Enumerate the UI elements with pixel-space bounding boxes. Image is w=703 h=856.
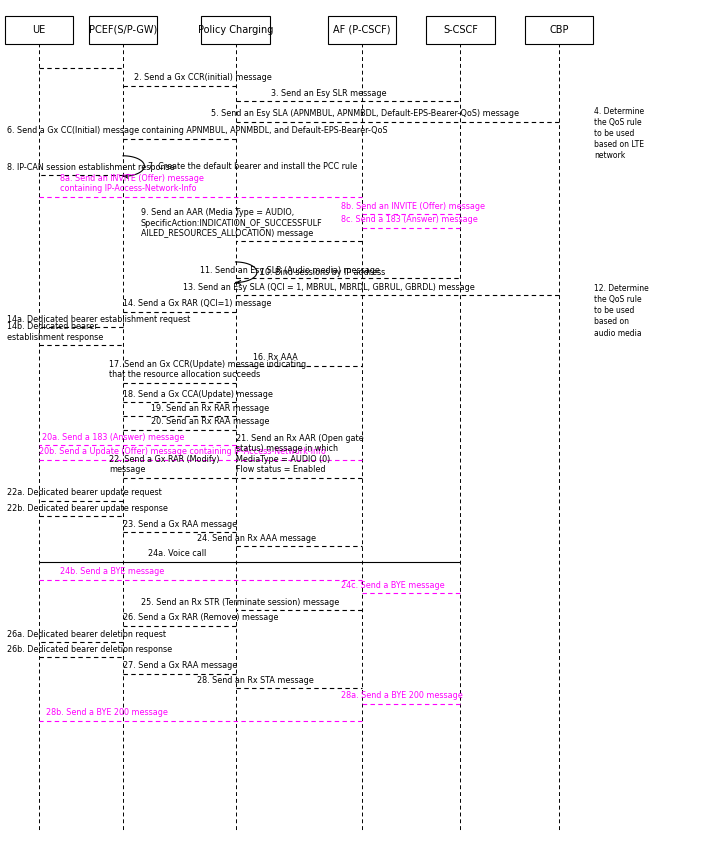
- Text: 28a. Send a BYE 200 message: 28a. Send a BYE 200 message: [341, 691, 463, 700]
- Text: 11. Send an Esy SLR (Audio media) message: 11. Send an Esy SLR (Audio media) messag…: [200, 265, 380, 275]
- Text: 8b. Send an INVITE (Offer) message: 8b. Send an INVITE (Offer) message: [341, 201, 485, 211]
- Text: 26. Send a Gx RAR (Remove) message: 26. Send a Gx RAR (Remove) message: [123, 613, 278, 622]
- Text: 20a. Send a 183 (Answer) message: 20a. Send a 183 (Answer) message: [42, 432, 185, 442]
- Text: PCEF(S/P-GW): PCEF(S/P-GW): [89, 25, 157, 35]
- Text: UE: UE: [32, 25, 45, 35]
- Text: S-CSCF: S-CSCF: [443, 25, 478, 35]
- Text: 8. IP-CAN session establishment response: 8. IP-CAN session establishment response: [7, 163, 174, 172]
- Text: 22. Send a Gx RAR (Modify)
message: 22. Send a Gx RAR (Modify) message: [109, 455, 219, 474]
- Text: Policy Charging: Policy Charging: [198, 25, 273, 35]
- Text: 14a. Dedicated bearer establishment request: 14a. Dedicated bearer establishment requ…: [7, 314, 191, 324]
- FancyBboxPatch shape: [4, 16, 73, 44]
- Text: 22b. Dedicated bearer update response: 22b. Dedicated bearer update response: [7, 503, 168, 513]
- FancyBboxPatch shape: [426, 16, 495, 44]
- Text: 26b. Dedicated bearer deletion response: 26b. Dedicated bearer deletion response: [7, 645, 172, 654]
- Text: 9. Send an AAR (Media Type = AUDIO,
SpecificAction:INDICATION_OF_SUCCESSFULF
AIL: 9. Send an AAR (Media Type = AUDIO, Spec…: [141, 208, 322, 238]
- Text: 21. Send an Rx AAR (Open gate
status) message in which
MediaType = AUDIO (0)
Flo: 21. Send an Rx AAR (Open gate status) me…: [236, 434, 363, 474]
- Text: 28. Send an Rx STA message: 28. Send an Rx STA message: [197, 675, 314, 685]
- Text: 24. Send an Rx AAA message: 24. Send an Rx AAA message: [197, 533, 316, 543]
- Text: 20b. Send a Update (Offer) message containing IP-Access-Network-Info: 20b. Send a Update (Offer) message conta…: [39, 447, 325, 456]
- Text: 27. Send a Gx RAA message: 27. Send a Gx RAA message: [123, 661, 238, 670]
- Text: 23. Send a Gx RAA message: 23. Send a Gx RAA message: [123, 520, 237, 529]
- FancyBboxPatch shape: [89, 16, 157, 44]
- Text: 18. Send a Gx CCA(Update) message: 18. Send a Gx CCA(Update) message: [123, 389, 273, 399]
- Text: 25. Send an Rx STR (Terminate session) message: 25. Send an Rx STR (Terminate session) m…: [141, 597, 339, 607]
- Text: 17. Send an Gx CCR(Update) message indicating
that the resource allocation succe: 17. Send an Gx CCR(Update) message indic…: [109, 360, 306, 379]
- Text: 6. Send a Gx CC(Initial) message containing APNMBUL, APNMBDL, and Default-EPS-Be: 6. Send a Gx CC(Initial) message contain…: [7, 126, 387, 135]
- FancyBboxPatch shape: [328, 16, 396, 44]
- Text: 14. Send a Gx RAR (QCI=1) message: 14. Send a Gx RAR (QCI=1) message: [123, 299, 271, 308]
- Text: 5. Send an Esy SLA (APNMBUL, APNMBDL, Default-EPS-Bearer-QoS) message: 5. Send an Esy SLA (APNMBUL, APNMBDL, De…: [211, 109, 519, 118]
- Text: 12. Determine
the QoS rule
to be used
based on
audio media: 12. Determine the QoS rule to be used ba…: [594, 284, 649, 337]
- Text: 13. Send an Esy SLA (QCI = 1, MBRUL, MBRDL, GBRUL, GBRDL) message: 13. Send an Esy SLA (QCI = 1, MBRUL, MBR…: [183, 282, 475, 292]
- FancyBboxPatch shape: [525, 16, 593, 44]
- Text: 28b. Send a BYE 200 message: 28b. Send a BYE 200 message: [46, 708, 167, 717]
- Text: 3. Send an Esy SLR message: 3. Send an Esy SLR message: [271, 88, 386, 98]
- Text: AF (P-CSCF): AF (P-CSCF): [333, 25, 391, 35]
- Text: 24c. Send a BYE message: 24c. Send a BYE message: [341, 580, 444, 590]
- Text: 16. Rx AAA: 16. Rx AAA: [253, 353, 298, 362]
- FancyBboxPatch shape: [202, 16, 270, 44]
- Text: 14b. Dedicated bearer
establishment response: 14b. Dedicated bearer establishment resp…: [7, 322, 103, 342]
- Text: 4. Determine
the QoS rule
to be used
based on LTE
network: 4. Determine the QoS rule to be used bas…: [594, 107, 644, 160]
- Text: 26a. Dedicated bearer deletion request: 26a. Dedicated bearer deletion request: [7, 629, 166, 639]
- Text: 8c. Send a 183 (Answer) message: 8c. Send a 183 (Answer) message: [341, 215, 478, 224]
- Text: 19. Send an Rx RAR message: 19. Send an Rx RAR message: [151, 403, 269, 413]
- Text: 22a. Dedicated bearer update request: 22a. Dedicated bearer update request: [7, 488, 162, 497]
- Text: 24a. Voice call: 24a. Voice call: [148, 549, 206, 558]
- Text: CBP: CBP: [549, 25, 569, 35]
- Text: 2. Send a Gx CCR(initial) message: 2. Send a Gx CCR(initial) message: [134, 73, 271, 82]
- Text: 7. Create the default bearer and install the PCC rule: 7. Create the default bearer and install…: [148, 162, 357, 170]
- Text: 20. Send an Rx RAA message: 20. Send an Rx RAA message: [151, 417, 269, 426]
- Text: 24b. Send a BYE message: 24b. Send a BYE message: [60, 567, 164, 576]
- Text: 8a. Send an INVITE (Offer) message
containing IP-Access-Network-Info: 8a. Send an INVITE (Offer) message conta…: [60, 174, 204, 193]
- Text: 10. Bind sessions by IP address: 10. Bind sessions by IP address: [260, 268, 386, 276]
